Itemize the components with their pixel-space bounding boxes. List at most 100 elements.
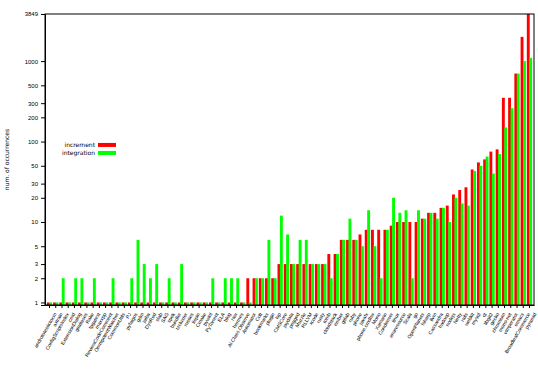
chart: 12351020305010020030050010003849androtot… [0,0,538,387]
bar [529,58,532,305]
series [49,58,532,305]
bar [149,278,152,305]
bar [392,198,395,305]
bar [405,210,408,305]
y-tick-mark [41,85,45,86]
bar [274,278,277,305]
y-tick-label: 200 [28,115,39,121]
x-tick-label: BroadleafCommerce [503,311,531,354]
bar [155,264,158,305]
x-tick-label: PyTorrent [204,311,220,333]
bars [47,14,532,305]
legend-swatch [98,143,116,147]
bar [230,278,233,305]
y-tick-mark [41,246,45,247]
y-tick-label: 20 [31,195,38,201]
y-axis-title: num. of occurrences [3,129,10,190]
bar [417,210,420,305]
y-tick-label: 300 [28,101,39,107]
x-tick-label: phone.cmdhw [355,311,376,341]
bar [246,278,249,305]
bar [180,264,183,305]
bar [143,264,146,305]
x-tick-label: plugin [264,311,276,326]
bar [236,278,239,305]
x-tick: CommonUtils [106,305,126,340]
y-tick-mark [41,198,45,199]
bar [498,154,501,305]
y-tick-label: 100 [28,139,39,145]
bar [454,198,457,305]
bar [299,240,302,305]
x-tick: pyramid [523,305,537,330]
bar [479,166,482,305]
x-tick-label: CommonUtils [106,311,126,340]
y-tick-mark [41,103,45,104]
bar [436,219,439,305]
bar [348,219,351,305]
x-tick-label: Scala [401,311,413,325]
y-tick-label: 10 [31,219,38,225]
y-tick-mark [41,302,45,303]
bar [430,213,433,305]
bar [517,74,520,305]
y-tick: 500 [28,83,45,89]
bar [93,278,96,305]
legend: incrementintegration [62,141,116,157]
x-tick: ConfigScriptsIndex [44,305,70,351]
y-tick-mark [41,14,45,15]
x-tick-label: mysql [470,312,482,326]
bar [336,254,339,305]
bar [130,278,133,305]
bar [448,222,451,305]
legend-label: increment [65,141,96,148]
y-tick-label: 3849 [25,11,39,17]
bar [112,278,115,305]
bar [286,234,289,305]
bar [523,61,526,305]
bar [361,246,364,305]
bar [280,216,283,305]
y-tick-mark [41,166,45,167]
bar [292,264,295,305]
series [47,14,530,305]
y-tick-mark [41,142,45,143]
y-tick-label: 1 [35,300,39,306]
frame [45,14,534,305]
bar [255,278,258,305]
bar [380,278,383,305]
bar [305,240,308,305]
x-tick-label: enaresource [388,311,407,338]
bar [311,264,314,305]
bar [330,278,333,305]
bar [62,278,65,305]
legend-swatch [98,151,116,155]
bar [80,278,83,305]
bar [398,213,401,305]
y-tick: 300 [28,101,45,107]
bar [342,240,345,305]
y-tick-label: 500 [28,83,39,89]
bar [137,240,140,305]
y-tick: 3849 [25,11,45,17]
y-tick: 1000 [25,59,45,65]
bar [386,230,389,305]
bar [224,278,227,305]
y-axis: 12351020305010020030050010003849 [25,11,46,305]
y-tick-mark [41,61,45,62]
x-axis: andrototestictocmaxtrainConfigScriptsInd… [33,305,538,358]
bar [467,206,470,305]
y-tick-label: 1000 [25,59,39,65]
bar [211,278,214,305]
bar [373,246,376,305]
y-tick-mark [41,264,45,265]
bar [473,171,476,305]
y-tick-mark [41,278,45,279]
bar [492,174,495,305]
bar [367,210,370,305]
y-tick-label: 2 [35,276,39,282]
bar [461,203,464,305]
y-tick: 5 [35,244,45,250]
y-tick: 2 [35,276,45,282]
y-tick: 3 [35,261,45,267]
